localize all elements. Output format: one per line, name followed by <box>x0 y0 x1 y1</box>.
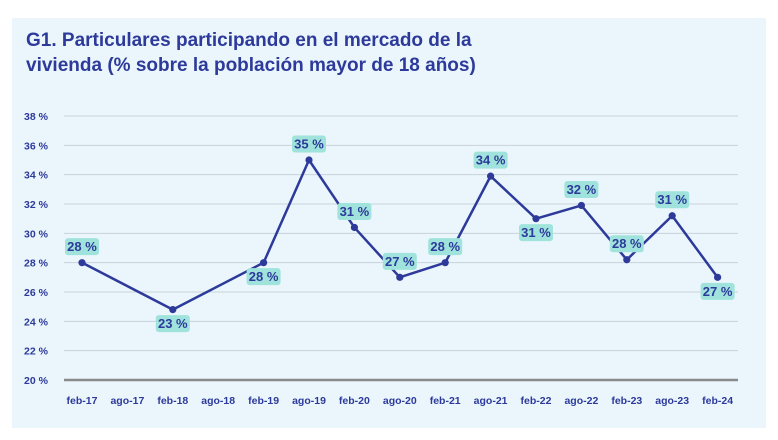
y-tick-label: 24 % <box>24 316 49 328</box>
x-tick-label: ago-17 <box>110 395 144 407</box>
data-points <box>78 156 722 314</box>
data-label: 34 % <box>473 151 508 169</box>
x-tick-label: feb-22 <box>521 395 552 407</box>
data-label-text: 27 % <box>385 254 415 269</box>
x-axis-tick-labels: feb-17 ago-17 feb-18 ago-18 feb-19 ago-19 feb-… <box>67 395 734 407</box>
data-label-background <box>519 224 553 242</box>
data-label: 27 % <box>700 282 735 300</box>
data-label-background <box>609 235 644 253</box>
x-tick-label: feb-20 <box>339 395 370 407</box>
data-label-text: 34 % <box>476 153 506 168</box>
data-point <box>305 156 313 164</box>
data-label-background <box>428 238 463 256</box>
chart-panel: G1. Particulares participando en el merc… <box>12 18 766 428</box>
chart-title: G1. Particulares participando en el merc… <box>26 30 476 76</box>
data-label: 27 % <box>382 252 417 270</box>
data-label-text: 28 % <box>612 236 642 251</box>
data-point <box>623 256 631 264</box>
data-point <box>532 215 540 223</box>
x-tick-label: ago-19 <box>292 395 326 407</box>
data-label-background <box>337 202 372 220</box>
data-point <box>487 172 495 180</box>
y-axis-tick-labels: 20 % 22 % 24 % 26 % 28 % 30 % 32 % 34 % 36 % 38 % <box>24 111 49 387</box>
data-point <box>441 259 449 267</box>
y-tick-label: 22 % <box>24 346 49 358</box>
data-label-text: 27 % <box>703 284 733 299</box>
data-label-text: 28 % <box>430 239 460 254</box>
data-label: 35 % <box>292 135 326 153</box>
data-label: 28 % <box>246 268 281 286</box>
data-point <box>577 201 586 210</box>
x-tick-label: feb-21 <box>430 395 461 407</box>
series-line <box>81 158 719 311</box>
data-point <box>78 259 86 267</box>
data-label-background <box>65 238 99 256</box>
data-label-text: 28 % <box>67 239 97 254</box>
y-tick-label: 20 % <box>24 375 49 387</box>
data-label: 32 % <box>564 180 599 198</box>
y-tick-label: 32 % <box>24 199 49 211</box>
data-point <box>169 306 177 314</box>
data-label-text: 31 % <box>340 204 370 219</box>
data-label-background <box>473 151 508 169</box>
data-point <box>260 259 268 267</box>
data-label-background <box>700 282 735 300</box>
x-tick-label: feb-19 <box>248 395 279 407</box>
data-label-text: 23 % <box>158 316 188 331</box>
data-label-text: 35 % <box>294 137 324 152</box>
data-label: 31 % <box>337 202 372 220</box>
x-tick-label: ago-23 <box>655 395 689 407</box>
data-label-text: 31 % <box>657 192 687 207</box>
y-tick-label: 34 % <box>24 170 49 182</box>
x-tick-label: feb-23 <box>611 395 642 407</box>
data-point <box>350 223 358 232</box>
data-point <box>396 273 404 281</box>
y-tick-label: 36 % <box>24 140 49 152</box>
y-tick-label: 30 % <box>24 228 49 240</box>
y-tick-label: 38 % <box>24 111 49 123</box>
x-tick-label: ago-21 <box>474 395 508 407</box>
x-tick-label: ago-18 <box>201 395 235 407</box>
data-label-background <box>246 268 281 286</box>
data-label-background <box>655 191 690 209</box>
data-label-text: 31 % <box>521 225 551 240</box>
data-label-background <box>564 180 599 198</box>
data-label: 31 % <box>519 224 553 242</box>
x-tick-label: feb-17 <box>67 395 98 407</box>
x-tick-label: feb-24 <box>702 395 733 407</box>
data-point <box>714 273 722 281</box>
data-labels: 28 % 23 % 28 % 35 % 31 % 27 % 28 % 34 % 31 % 32 %… <box>65 135 735 333</box>
y-tick-label: 28 % <box>24 258 49 270</box>
data-label: 28 % <box>609 235 644 253</box>
data-label-text: 32 % <box>567 182 597 197</box>
data-label-text: 28 % <box>249 269 279 284</box>
y-tick-label: 26 % <box>24 287 49 299</box>
data-label: 28 % <box>65 238 99 256</box>
x-tick-label: ago-22 <box>564 395 598 407</box>
data-label: 31 % <box>655 191 690 209</box>
data-label: 28 % <box>428 238 463 256</box>
x-tick-label: feb-18 <box>157 395 188 407</box>
x-tick-label: ago-20 <box>383 395 417 407</box>
data-label-background <box>292 135 326 153</box>
data-label-background <box>382 252 417 270</box>
data-point <box>668 212 676 220</box>
series-line-group <box>81 158 719 311</box>
data-label-background <box>155 315 190 333</box>
data-label: 23 % <box>155 315 190 333</box>
